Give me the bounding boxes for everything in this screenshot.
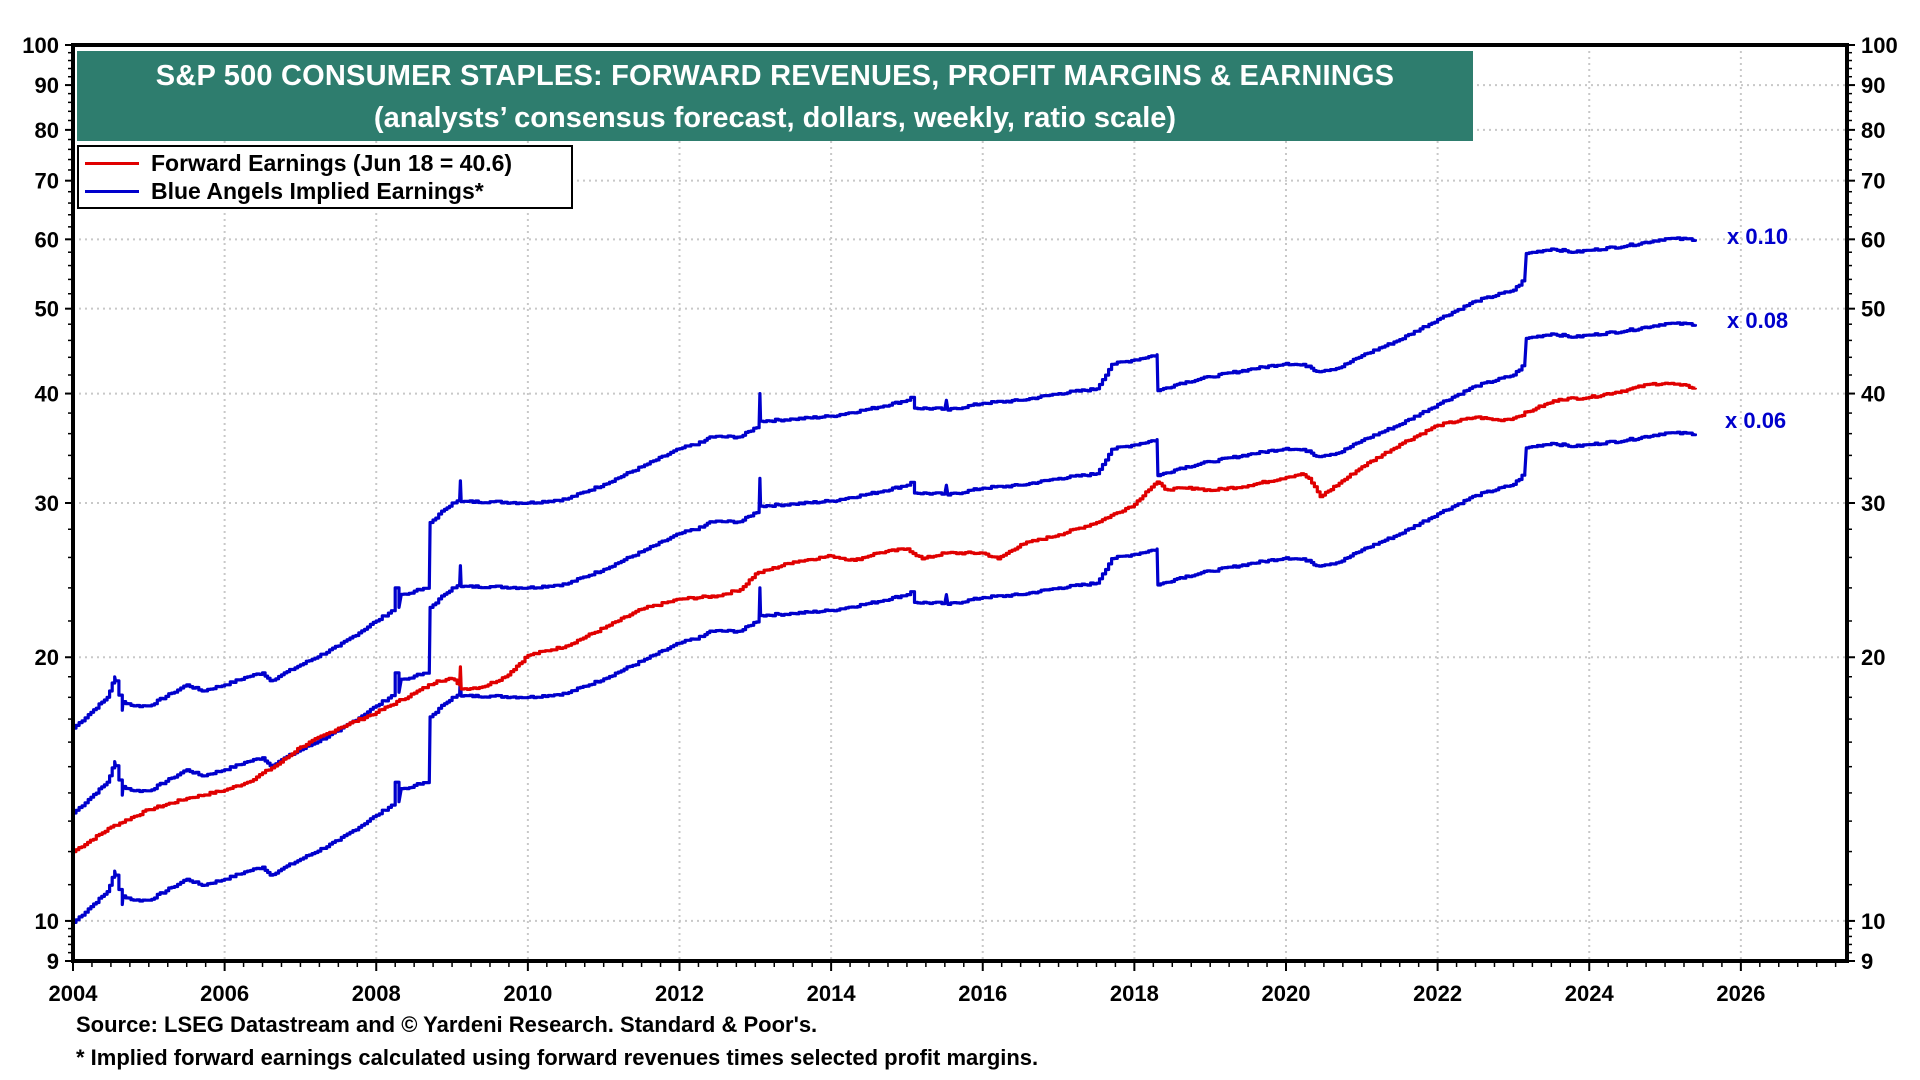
- y-tick-label-left: 20: [35, 645, 59, 670]
- series-layer: [73, 236, 1697, 924]
- legend-label-forward-earnings: Forward Earnings (Jun 18 = 40.6): [151, 149, 513, 176]
- legend-item-implied-earnings: Blue Angels Implied Earnings*: [79, 177, 571, 205]
- chart-subtitle: (analysts’ consensus forecast, dollars, …: [373, 102, 1177, 134]
- x-tick-label: 2006: [200, 981, 249, 1006]
- x-tick-label: 2012: [655, 981, 704, 1006]
- y-tick-label-right: 40: [1861, 382, 1885, 407]
- x-tick-label: 2004: [49, 981, 99, 1006]
- x-tick-label: 2022: [1413, 981, 1462, 1006]
- y-tick-label-right: 9: [1861, 949, 1873, 974]
- y-tick-label-left: 90: [35, 73, 59, 98]
- series-line-implied-008: [73, 321, 1697, 815]
- y-tick-label-right: 70: [1861, 169, 1885, 194]
- y-tick-label-left: 100: [22, 33, 59, 58]
- y-tick-label-right: 60: [1861, 227, 1885, 252]
- chart-title-box: S&P 500 CONSUMER STAPLES: FORWARD REVENU…: [77, 51, 1473, 141]
- x-tick-label: 2018: [1110, 981, 1159, 1006]
- x-tick-label: 2010: [503, 981, 552, 1006]
- y-tick-label-left: 40: [35, 382, 59, 407]
- y-tick-label-right: 20: [1861, 645, 1885, 670]
- x-tick-label: 2026: [1716, 981, 1765, 1006]
- y-tick-label-left: 10: [35, 909, 59, 934]
- footnote: * Implied forward earnings calculated us…: [76, 1045, 1039, 1070]
- multiplier-label-006: x 0.06: [1725, 408, 1787, 433]
- y-tick-label-right: 30: [1861, 491, 1885, 516]
- x-tick-label: 2024: [1565, 981, 1615, 1006]
- y-tick-label-left: 70: [35, 169, 59, 194]
- y-axis-left-labels: 9 10 20 30 40 50 60 70 80 90 100: [22, 33, 59, 974]
- legend: Forward Earnings (Jun 18 = 40.6) Blue An…: [77, 145, 573, 209]
- series-line-implied-01: [73, 236, 1697, 730]
- source-note: Source: LSEG Datastream and © Yardeni Re…: [76, 1012, 818, 1037]
- y-tick-label-left: 80: [35, 118, 59, 143]
- y-tick-label-right: 90: [1861, 73, 1885, 98]
- y-tick-label-left: 9: [47, 949, 59, 974]
- x-axis-labels: 2004 2006 2008 2010 2012 2014 2016 2018 2020 2022…: [49, 981, 1766, 1006]
- y-tick-label-left: 50: [35, 297, 59, 322]
- legend-swatch-blue: [85, 189, 139, 193]
- axis-ticks: [65, 44, 1855, 971]
- x-tick-label: 2020: [1262, 981, 1311, 1006]
- y-tick-label-left: 30: [35, 491, 59, 516]
- y-tick-label-right: 50: [1861, 297, 1885, 322]
- series-line-implied-006: [73, 430, 1697, 924]
- y-tick-label-left: 60: [35, 227, 59, 252]
- y-tick-label-right: 100: [1861, 33, 1898, 58]
- legend-item-forward-earnings: Forward Earnings (Jun 18 = 40.6): [79, 149, 571, 177]
- x-tick-label: 2016: [958, 981, 1007, 1006]
- x-tick-label: 2008: [352, 981, 401, 1006]
- multiplier-label-008: x 0.08: [1727, 308, 1789, 333]
- legend-label-implied-earnings: Blue Angels Implied Earnings*: [151, 177, 484, 204]
- y-axis-right-labels: 9 10 20 30 40 50 60 70 80 90 100: [1861, 33, 1898, 974]
- y-tick-label-right: 80: [1861, 118, 1885, 143]
- y-tick-label-right: 10: [1861, 909, 1885, 934]
- chart-title: S&P 500 CONSUMER STAPLES: FORWARD REVENU…: [155, 60, 1395, 92]
- legend-swatch-red: [85, 161, 139, 165]
- series-line-forward-earnings: [73, 381, 1697, 854]
- multiplier-label-010: x 0.10: [1727, 224, 1789, 249]
- x-tick-label: 2014: [807, 981, 857, 1006]
